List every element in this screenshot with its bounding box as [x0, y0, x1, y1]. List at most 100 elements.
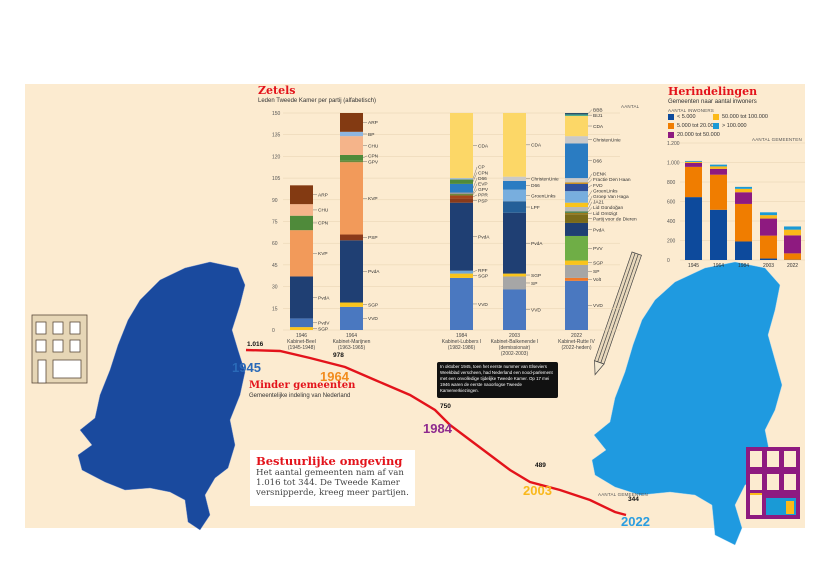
timeline-year: 2022 — [621, 514, 650, 529]
zetels-subtitle: Leden Tweede Kamer per partij (alfabetis… — [258, 98, 376, 104]
party-label: PSP — [478, 198, 488, 204]
bar-segment-lid-gündoğan — [565, 211, 588, 213]
party-label: PPR — [478, 193, 488, 199]
legend-item: 20.000 tot 50.000 — [668, 132, 720, 138]
bar-segment-cda — [565, 115, 588, 137]
bar-segment-d66 — [565, 143, 588, 179]
x-tick-label: 1984 — [738, 263, 749, 269]
bar-segment — [784, 229, 801, 236]
y-tick-label: 45 — [272, 263, 278, 269]
map-netherlands-1945 — [77, 261, 246, 531]
party-label: SGP — [478, 274, 488, 280]
zetels-axis-note: AANTAL — [621, 104, 640, 109]
summary-body: Het aantal gemeenten nam af van 1.016 to… — [256, 468, 409, 498]
party-label: KVP — [368, 196, 378, 202]
bar-segment — [735, 203, 752, 242]
cabinet-label: Kabinet-Beel — [287, 339, 316, 345]
municipality-count: 344 — [628, 496, 639, 503]
bar-segment-bbb — [565, 113, 588, 115]
party-label: Lid Gündoğan — [593, 205, 623, 211]
y-tick-label: 150 — [272, 111, 281, 117]
legend-swatch — [713, 114, 719, 120]
y-tick-label: 75 — [272, 220, 278, 226]
bar-segment-volt — [565, 277, 588, 281]
bar-segment-d66 — [503, 180, 526, 190]
bar-segment-pvda — [565, 222, 588, 236]
bar-segment — [710, 174, 727, 210]
x-tick-label: 1964 — [713, 263, 724, 269]
bar-segment-christenunie — [565, 136, 588, 144]
label-leader — [472, 194, 478, 198]
history-note: In oktober 1945, toen het eerste nummer … — [437, 362, 558, 398]
x-tick-label: 2022 — [787, 263, 798, 269]
cabinet-label: 2022 — [571, 333, 582, 339]
y-tick-label: 90 — [272, 198, 278, 204]
party-label: SGP — [368, 302, 378, 308]
y-tick-label: 1.000 — [667, 161, 680, 167]
legend-label: > 100.000 — [722, 123, 747, 129]
label-leader — [587, 173, 593, 181]
label-leader — [472, 172, 478, 182]
party-label: PvdA — [318, 295, 330, 301]
bar-segment-vvd — [340, 306, 363, 330]
party-label: SGP — [318, 326, 328, 332]
bar-segment-pvda — [503, 212, 526, 274]
cabinet-label: (1945-1948) — [288, 345, 316, 351]
cabinet-label: (2002-2003) — [501, 351, 529, 357]
party-label: CHU — [318, 208, 329, 214]
bar-segment-bp — [340, 131, 363, 137]
bar-segment-ppr — [450, 195, 473, 199]
cabinet-label: Kabinet-Balkenende I — [491, 339, 539, 345]
bar-segment — [735, 192, 752, 204]
cabinet-label: Kabinet-Lubbers I — [442, 339, 481, 345]
bar-segment-cpn — [290, 215, 313, 231]
cabinet-label: 2003 — [509, 333, 520, 339]
bar-segment-sgp — [450, 273, 473, 278]
bar-segment-fractie-den-haan — [565, 182, 588, 184]
label-leader — [587, 184, 593, 188]
party-label: ARP — [368, 120, 378, 126]
party-label: PvdA — [593, 227, 605, 233]
cabinet-label: (1963-1965) — [338, 345, 366, 351]
bar-segment-sgp — [290, 327, 313, 330]
legend-swatch — [668, 132, 674, 138]
bar-segment-gpv — [340, 160, 363, 163]
municipality-count-line — [245, 348, 627, 517]
bar-segment — [735, 241, 752, 260]
timeline-title: Minder gemeenten — [249, 380, 356, 391]
y-tick-label: 30 — [272, 285, 278, 291]
party-label: VVD — [531, 308, 541, 314]
party-label: GPV — [478, 187, 489, 193]
bar-segment — [784, 235, 801, 254]
zetels-title: Zetels — [258, 84, 296, 97]
cabinet-label: (demissionair) — [499, 345, 531, 351]
y-tick-label: 105 — [272, 176, 281, 182]
bar-segment-cda — [450, 113, 473, 179]
legend-item: 5.000 tot 20.000 — [668, 123, 717, 129]
party-label: ChristenUnie — [593, 138, 621, 144]
legend-item: > 100.000 — [713, 123, 747, 129]
bar-segment — [760, 235, 777, 259]
bar-segment-pvdv — [290, 318, 313, 328]
party-label: PvdA — [478, 234, 490, 240]
map-netherlands-2022 — [591, 261, 783, 546]
y-tick-label: 400 — [667, 219, 676, 225]
party-label: PvdV — [318, 321, 330, 327]
label-leader — [472, 178, 478, 189]
label-leader — [472, 183, 478, 194]
label-leader — [472, 189, 478, 195]
bar-segment-lpf — [503, 201, 526, 213]
party-label: BP — [368, 132, 374, 138]
bar-segment-sp — [503, 276, 526, 290]
cabinet-label: 1946 — [296, 333, 307, 339]
party-label: BBB — [593, 107, 603, 113]
party-label: DENK — [593, 172, 607, 178]
party-label: EVP — [478, 182, 488, 188]
party-label: BIJ1 — [593, 113, 603, 119]
legend-label: < 5.000 — [677, 114, 696, 120]
party-label: D66 — [478, 176, 487, 182]
herindelingen-legend: < 5.000 5.000 tot 20.000 20.000 tot 50.000… — [668, 114, 808, 144]
